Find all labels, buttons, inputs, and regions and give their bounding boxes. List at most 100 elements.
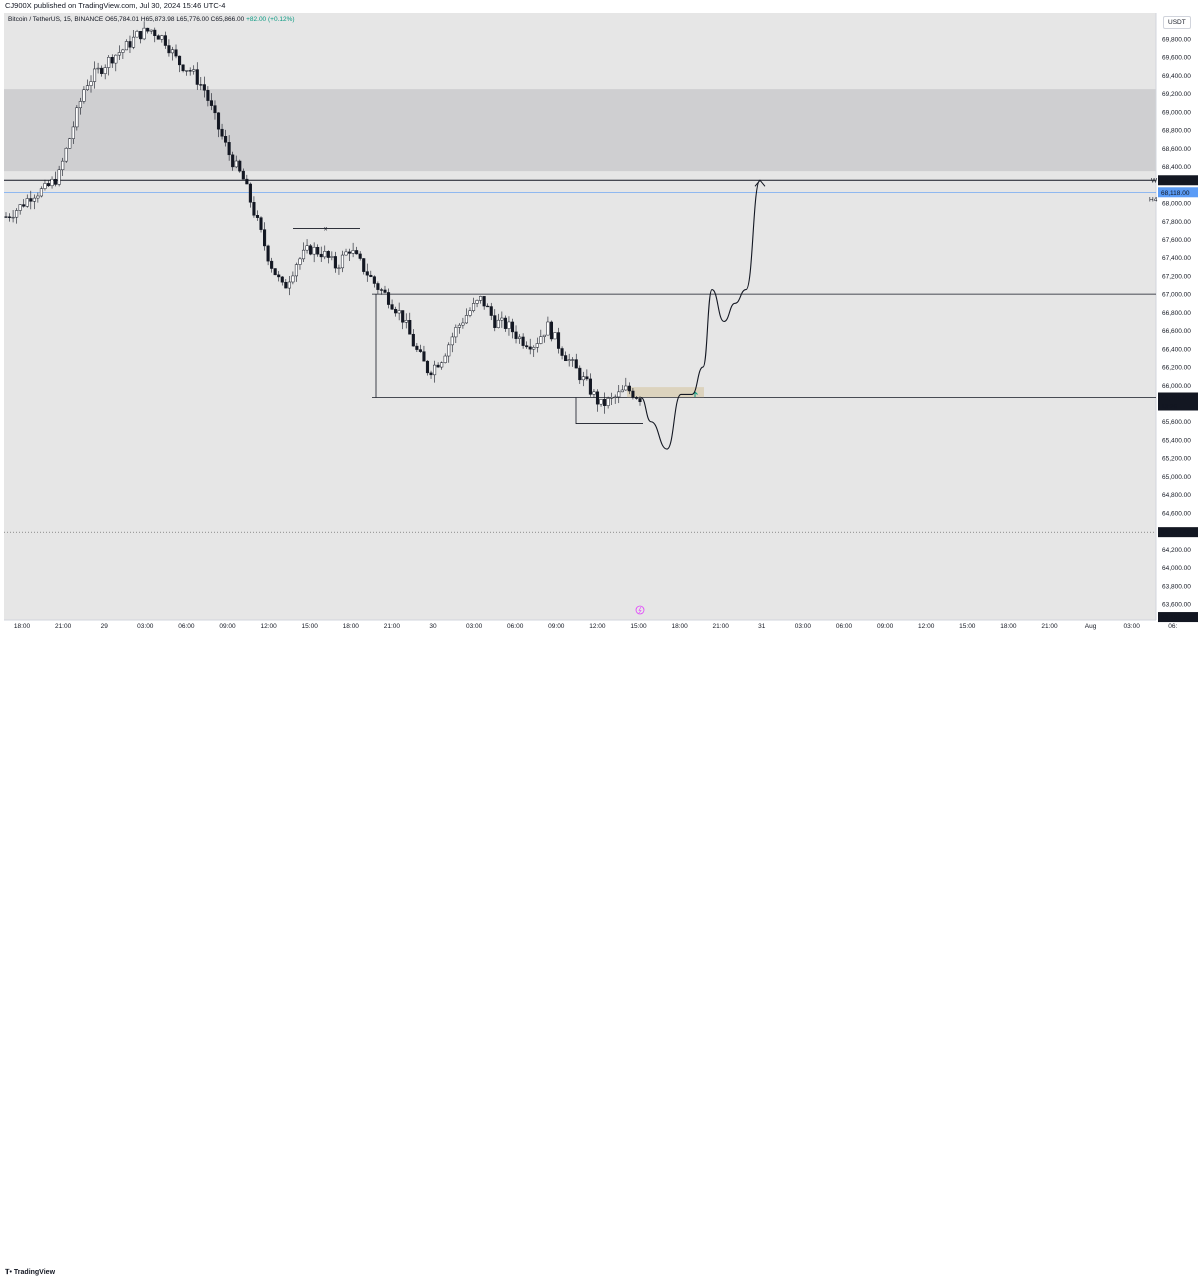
candle-body: [358, 253, 362, 259]
ohlc-low: L65,776.00: [176, 16, 209, 23]
candle-body: [64, 148, 68, 162]
candle-body: [248, 183, 252, 203]
supply-zone[interactable]: [4, 89, 1156, 172]
bottom-price-label-bg: [1158, 612, 1198, 623]
candle-body: [355, 250, 359, 255]
candle-body: [153, 29, 157, 36]
candle-body: [457, 324, 461, 328]
candle-body: [592, 391, 596, 395]
ohlc-high: H65,873.98: [140, 16, 175, 23]
y-tick-label: 66,600.00: [1162, 328, 1191, 335]
countdown-bg: [1158, 402, 1198, 411]
candle-body: [39, 188, 43, 197]
candle-body: [447, 344, 451, 357]
tv-logo-icon: 𝐓•: [5, 1269, 14, 1276]
candle-body: [535, 343, 539, 348]
candle-body: [440, 362, 444, 368]
x-tick-label: 29: [101, 623, 109, 630]
candle-body: [634, 397, 639, 399]
candle-body: [142, 27, 146, 40]
candle-body: [273, 268, 277, 276]
candle-body: [638, 398, 642, 402]
candle-body: [29, 198, 33, 202]
demand-box[interactable]: [627, 387, 704, 398]
symbol-name[interactable]: Bitcoin / TetherUS, 15, BINANCE: [8, 16, 104, 23]
candle-body: [418, 349, 422, 352]
candle-body: [578, 367, 582, 381]
symbol-legend: Bitcoin / TetherUS, 15, BINANCE O65,784.…: [8, 16, 295, 23]
candle-body: [450, 336, 454, 346]
ohlc-close: C65,866.00: [210, 16, 245, 23]
candle-body: [482, 296, 486, 307]
price-chart[interactable]: 69,800.00 69,600.00 69,400.00 69,200.00 69,0…: [0, 0, 1200, 649]
projection-path[interactable]: [640, 179, 761, 450]
y-tick-label: 69,600.00: [1162, 55, 1191, 62]
x-tick-label: 21:00: [55, 623, 72, 630]
h4-marker: H4: [1149, 196, 1158, 203]
candle-body: [252, 202, 256, 216]
candle-body: [43, 183, 47, 189]
tradingview-logo[interactable]: 𝐓• TradingView: [5, 1269, 56, 1276]
candle-body: [323, 251, 327, 258]
candle-body: [156, 35, 160, 40]
candle-body: [121, 49, 125, 53]
candle-body: [266, 245, 270, 262]
candle-body: [603, 399, 607, 406]
candle-body: [464, 315, 468, 324]
candle-body: [103, 67, 107, 74]
countdown-label: 13:26: [1161, 404, 1178, 411]
target-arrowhead: [754, 179, 766, 187]
candle-body: [344, 251, 348, 256]
flash-icon[interactable]: [635, 605, 645, 615]
candle-body: [620, 389, 624, 393]
candle-body: [493, 315, 497, 328]
candle-body: [362, 258, 366, 272]
candle-body: [110, 57, 114, 64]
candle-body: [206, 90, 210, 101]
time-axis[interactable]: [0, 620, 1200, 632]
x-tick-label: 21:00: [713, 623, 730, 630]
blue-line-price-label-bg: [1158, 187, 1198, 198]
candle-body: [518, 336, 522, 339]
candle-body: [369, 274, 373, 277]
x-tick-label: 18:00: [1000, 623, 1017, 630]
candle-body: [181, 64, 185, 72]
candle-body: [139, 31, 143, 40]
candle-body: [333, 256, 337, 269]
candle-body: [284, 281, 288, 289]
candle-body: [549, 321, 554, 340]
candle-body: [606, 398, 610, 406]
x-tick-label: 06:00: [836, 623, 853, 630]
candle-body: [259, 217, 263, 230]
candle-body: [379, 289, 383, 291]
candle-body: [316, 246, 320, 255]
price-axis[interactable]: [1156, 13, 1200, 620]
candle-body: [415, 345, 419, 350]
currency-button[interactable]: USDT: [1163, 16, 1191, 29]
y-tick-label: 66,800.00: [1162, 310, 1191, 317]
candle-body: [287, 281, 291, 289]
swept-low-line[interactable]: [575, 397, 643, 424]
x-tick-label: 21:00: [384, 623, 401, 630]
candle-body: [85, 85, 90, 91]
current-price-label-bg: [1158, 392, 1198, 403]
candle-body: [89, 81, 93, 86]
weekly-marker: W: [1151, 177, 1158, 184]
candle-body: [532, 347, 536, 350]
publish-info: CJ900X published on TradingView.com, Jul…: [5, 1, 226, 10]
candle-body: [294, 264, 298, 277]
candle-body: [312, 246, 316, 255]
candle-body: [32, 197, 36, 202]
liquidity-x-marker: x: [324, 226, 328, 233]
candle-body: [348, 251, 352, 254]
candle-body: [192, 69, 196, 72]
candle-body: [542, 334, 546, 337]
candle-body: [461, 322, 465, 326]
candle-body: [351, 250, 355, 254]
candle-body: [408, 320, 412, 335]
candle-body: [528, 346, 532, 350]
candle-body: [340, 254, 345, 269]
y-tick-label: 64,200.00: [1162, 547, 1191, 554]
candle-body: [610, 397, 614, 399]
candle-body: [624, 385, 628, 391]
